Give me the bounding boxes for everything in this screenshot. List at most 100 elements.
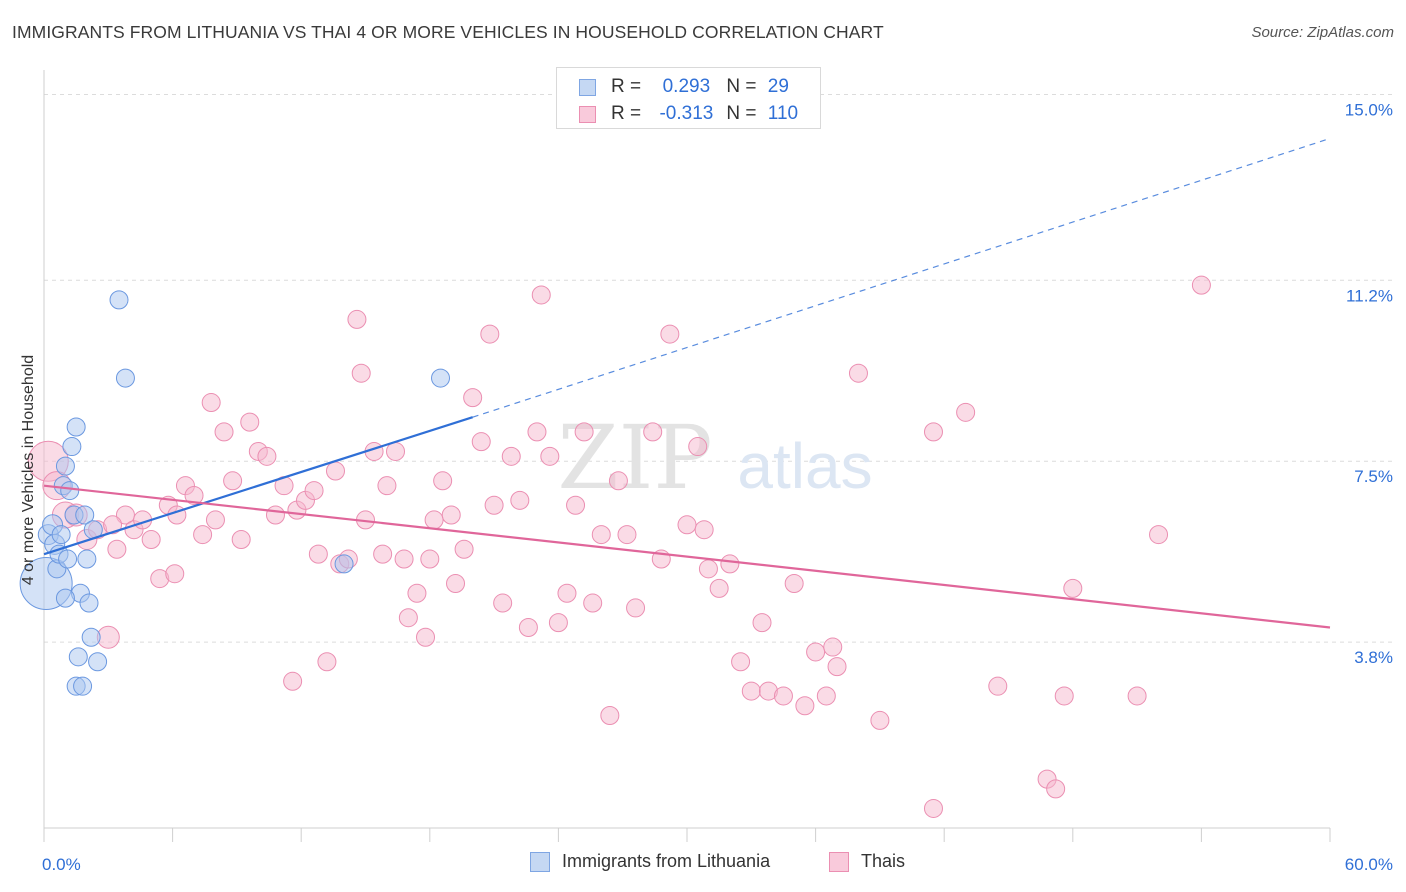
point-thais <box>731 652 751 672</box>
stats-row-thais: R = -0.313 N = 110 <box>579 102 798 126</box>
point-thais <box>694 520 714 540</box>
point-thais <box>377 476 397 496</box>
point-thais <box>351 363 371 383</box>
point-thais <box>752 613 772 633</box>
point-thais <box>956 402 976 422</box>
point-lithuania <box>77 549 97 569</box>
point-thais <box>688 437 708 457</box>
watermark-atlas: atlas <box>737 430 872 502</box>
point-thais <box>510 490 530 510</box>
point-thais <box>923 422 943 442</box>
point-thais <box>566 495 586 515</box>
trendlines <box>43 137 1331 629</box>
point-thais <box>540 446 560 466</box>
point-lithuania <box>431 368 451 388</box>
point-thais <box>988 676 1008 696</box>
n-value: 110 <box>767 103 799 124</box>
point-lithuania <box>62 437 82 457</box>
point-thais <box>325 461 345 481</box>
point-thais <box>557 583 577 603</box>
source-label: Source: ZipAtlas.com <box>1251 24 1394 41</box>
point-thais <box>308 544 328 564</box>
trendline-lithuania-extension <box>472 137 1331 418</box>
point-thais <box>471 432 491 452</box>
point-thais <box>416 627 436 647</box>
point-thais <box>643 422 663 442</box>
x-tick-label-left: 0.0% <box>42 855 81 874</box>
point-thais <box>660 324 680 344</box>
point-thais <box>795 696 815 716</box>
trendline-lithuania <box>43 416 474 556</box>
swatch-pink <box>579 105 596 123</box>
series-lithuania <box>19 290 451 696</box>
point-lithuania <box>51 525 71 545</box>
r-label: R = <box>611 103 642 124</box>
point-thais <box>501 446 521 466</box>
point-thais <box>433 471 453 491</box>
stats-row-lithuania: R = 0.293 N = 29 <box>579 75 789 99</box>
point-lithuania <box>109 290 129 310</box>
point-thais <box>304 481 324 501</box>
point-thais <box>784 573 804 593</box>
point-thais <box>223 471 243 491</box>
point-thais <box>816 686 836 706</box>
watermark: ZIP atlas <box>557 406 872 509</box>
series-thais <box>27 275 1211 818</box>
point-thais <box>231 529 251 549</box>
point-thais <box>806 642 826 662</box>
point-thais <box>441 505 461 525</box>
point-thais <box>420 549 440 569</box>
point-thais <box>709 578 729 598</box>
point-thais <box>741 681 761 701</box>
point-lithuania <box>75 505 95 525</box>
point-thais <box>591 525 611 545</box>
point-thais <box>773 686 793 706</box>
point-thais <box>583 593 603 613</box>
point-thais <box>265 505 285 525</box>
y-tick-label: 15.0% <box>1345 100 1393 119</box>
watermark-zip: ZIP <box>557 406 712 509</box>
point-thais <box>424 510 444 530</box>
r-value: -0.313 <box>659 103 714 124</box>
point-lithuania <box>73 676 93 696</box>
point-thais <box>527 422 547 442</box>
point-lithuania <box>334 554 354 574</box>
point-thais <box>827 657 847 677</box>
tick-labels: 3.8% 7.5% 11.2% 15.0% 0.0% 60.0% <box>42 100 1393 874</box>
point-thais <box>617 525 637 545</box>
y-tick-label: 7.5% <box>1354 467 1393 486</box>
point-lithuania <box>79 593 99 613</box>
point-lithuania <box>58 549 78 569</box>
n-label: N = <box>726 76 757 97</box>
point-thais <box>720 554 740 574</box>
point-thais <box>394 549 414 569</box>
point-thais <box>1149 525 1169 545</box>
point-thais <box>1046 779 1066 799</box>
point-lithuania <box>55 456 75 476</box>
legend-label: Immigrants from Lithuania <box>562 851 771 871</box>
point-thais <box>107 539 127 559</box>
chart-title: IMMIGRANTS FROM LITHUANIA VS THAI 4 OR M… <box>12 22 884 42</box>
point-thais <box>103 515 123 535</box>
stats-legend: R = 0.293 N = 29 R = -0.313 N = 110 <box>556 67 821 129</box>
point-thais <box>193 525 213 545</box>
x-tick-label-right: 60.0% <box>1345 855 1393 874</box>
point-lithuania <box>81 627 101 647</box>
point-thais <box>386 441 406 461</box>
legend-swatch-pink <box>829 851 849 872</box>
point-thais <box>347 309 367 329</box>
n-value: 29 <box>767 76 789 97</box>
point-thais <box>446 573 466 593</box>
point-thais <box>141 529 161 549</box>
point-thais <box>407 583 427 603</box>
point-thais <box>1054 686 1074 706</box>
point-thais <box>373 544 393 564</box>
point-thais <box>600 706 620 726</box>
point-thais <box>165 564 185 584</box>
point-thais <box>1063 578 1083 598</box>
point-lithuania <box>68 647 88 667</box>
point-thais <box>214 422 234 442</box>
point-lithuania <box>55 588 75 608</box>
swatch-blue <box>579 78 596 96</box>
